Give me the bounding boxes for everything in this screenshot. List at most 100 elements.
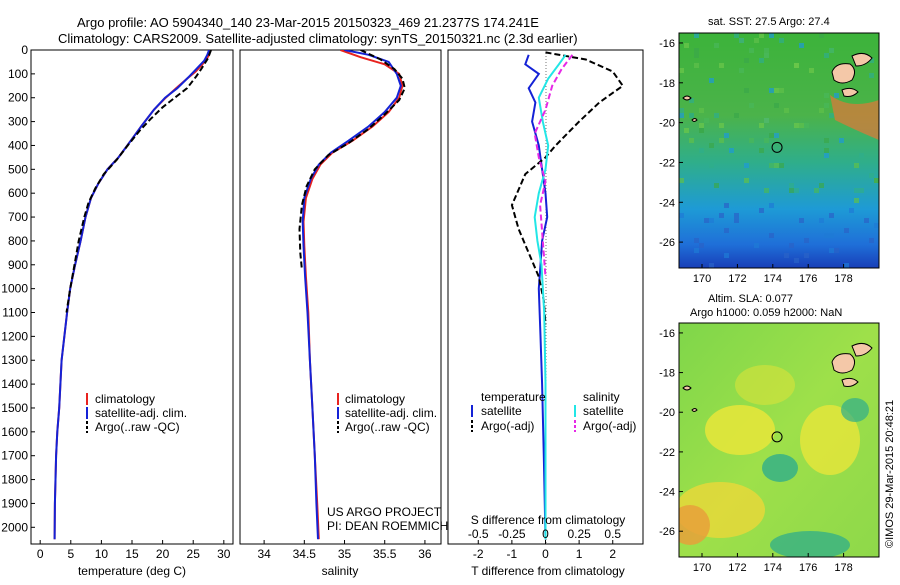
legend-salinity-title: salinity bbox=[583, 390, 620, 404]
sst-pixel bbox=[694, 53, 699, 58]
sst-pixel bbox=[719, 213, 724, 218]
sst-pixel bbox=[819, 33, 824, 38]
sst-pixel bbox=[734, 113, 739, 118]
sst-pixel bbox=[774, 163, 779, 168]
sst-pixel bbox=[869, 173, 874, 178]
sst-pixel bbox=[769, 33, 774, 38]
sst-pixel bbox=[824, 103, 829, 108]
map-y-tick-label: -22 bbox=[659, 157, 675, 169]
header-line1: Argo profile: AO 5904340_140 23-Mar-2015… bbox=[77, 15, 539, 30]
sst-pixel bbox=[769, 133, 774, 138]
diff-legend-label-temp-satellite: satellite bbox=[481, 404, 522, 418]
sst-pixel bbox=[699, 148, 704, 153]
sst-pixel bbox=[784, 108, 789, 113]
difference-panel: -2 -1 0 1 2 S difference from climatology -0… bbox=[447, 49, 644, 578]
salinity-x-label: salinity bbox=[322, 564, 359, 578]
diff-line-salinity-satellite bbox=[533, 54, 567, 540]
sst-pixel bbox=[754, 243, 759, 248]
header-line2: Climatology: CARS2009. Satellite-adjuste… bbox=[58, 31, 578, 46]
sst-pixel bbox=[834, 93, 839, 98]
sal-x-tick-label: 35.5 bbox=[373, 547, 397, 561]
sst-pixel bbox=[724, 228, 729, 233]
depth-tick-label: 100 bbox=[8, 67, 28, 81]
sst-pixel bbox=[714, 113, 719, 118]
sst-pixel bbox=[759, 148, 764, 153]
depth-tick-label: 1800 bbox=[1, 473, 28, 487]
depth-tick-label: 1400 bbox=[1, 377, 28, 391]
series-line-satellite-adj-clim- bbox=[301, 50, 402, 540]
sst-pixel bbox=[719, 138, 724, 143]
sst-pixel bbox=[709, 163, 714, 168]
sst-pixel bbox=[689, 98, 694, 103]
sst-pixel bbox=[699, 108, 704, 113]
sst-small-islands bbox=[682, 95, 698, 122]
sst-pixel bbox=[714, 43, 719, 48]
sla-land-vanua bbox=[851, 342, 873, 357]
sst-pixel bbox=[789, 188, 794, 193]
map-x-tick-label: 170 bbox=[693, 273, 711, 285]
sst-pixel bbox=[749, 48, 754, 53]
depth-tick-label: 1300 bbox=[1, 353, 28, 367]
map-x-tick-label: 174 bbox=[764, 562, 782, 574]
sst-pixel bbox=[764, 53, 769, 58]
depth-tick-label: 200 bbox=[8, 91, 28, 105]
sst-pixel bbox=[719, 123, 724, 128]
map-y-tick-label: -18 bbox=[659, 78, 675, 90]
project-name: US ARGO PROJECT bbox=[327, 505, 442, 519]
map-x-tick-label: 170 bbox=[693, 562, 711, 574]
sst-pixel bbox=[859, 188, 864, 193]
sst-pixel bbox=[764, 138, 769, 143]
sst-pixel bbox=[709, 263, 714, 268]
sst-pixel bbox=[844, 228, 849, 233]
sst-pixel bbox=[824, 153, 829, 158]
sst-pixel bbox=[799, 218, 804, 223]
sst-pixels bbox=[679, 33, 879, 268]
depth-tick-label: 700 bbox=[8, 210, 28, 224]
sst-pixel bbox=[689, 113, 694, 118]
sst-pixel bbox=[729, 148, 734, 153]
sst-pixel bbox=[849, 208, 854, 213]
s-diff-tick-label: 0.25 bbox=[567, 527, 591, 541]
sst-land-vanua bbox=[851, 52, 873, 67]
temperature-x-ticks: 0 5 10 15 20 25 30 bbox=[37, 540, 231, 561]
sla-teal-blob-2 bbox=[841, 398, 869, 422]
sst-pixel bbox=[769, 88, 774, 93]
sla-map-title-line1: Altim. SLA: 0.077 bbox=[708, 293, 793, 305]
credit-stamp: ©IMOS 29-Mar-2015 20:48:21 bbox=[884, 400, 896, 548]
temp-x-tick-label: 30 bbox=[217, 547, 231, 561]
sst-pixel bbox=[809, 68, 814, 73]
salinity-legend: climatology satellite-adj. clim. Argo(..… bbox=[337, 392, 437, 434]
sst-pixel bbox=[764, 118, 769, 123]
sst-pixel bbox=[744, 178, 749, 183]
sal-x-tick-label: 34.5 bbox=[293, 547, 317, 561]
map-y-tick-label: -24 bbox=[659, 197, 675, 209]
sst-pixel bbox=[794, 258, 799, 263]
map-x-tick-label: 172 bbox=[728, 562, 746, 574]
sst-pixel bbox=[679, 108, 684, 113]
sla-yellow-blob-4 bbox=[735, 365, 795, 405]
sst-pixel bbox=[779, 38, 784, 43]
sst-pixel bbox=[679, 113, 684, 118]
sal-x-tick-label: 36 bbox=[418, 547, 432, 561]
sla-map-ticks: 170 172 174 176 178 -16 -18 -20 -22 -24 -26 bbox=[659, 328, 853, 574]
sst-pixel bbox=[824, 93, 829, 98]
sst-map-frame bbox=[678, 32, 880, 269]
sst-pixel bbox=[724, 253, 729, 258]
sst-warm-region bbox=[830, 95, 879, 140]
sst-pixel bbox=[824, 53, 829, 58]
sst-pixel bbox=[704, 118, 709, 123]
sst-pixel bbox=[869, 238, 874, 243]
diff-line-salinity-argo-adj- bbox=[533, 54, 574, 277]
sal-x-tick-label: 35 bbox=[338, 547, 352, 561]
sst-pixel bbox=[759, 208, 764, 213]
temp-x-tick-label: 15 bbox=[125, 547, 139, 561]
sst-pixel bbox=[749, 103, 754, 108]
diff-line-temperature-argo-adj- bbox=[510, 51, 625, 325]
sst-pixel bbox=[714, 183, 719, 188]
sla-land-fiji bbox=[831, 353, 859, 387]
s-difference-label: S difference from climatology bbox=[471, 513, 626, 527]
map-x-tick-label: 176 bbox=[799, 562, 817, 574]
depth-tick-label: 2000 bbox=[1, 520, 28, 534]
temp-x-tick-label: 20 bbox=[156, 547, 170, 561]
temperature-plot-frame bbox=[30, 49, 234, 545]
